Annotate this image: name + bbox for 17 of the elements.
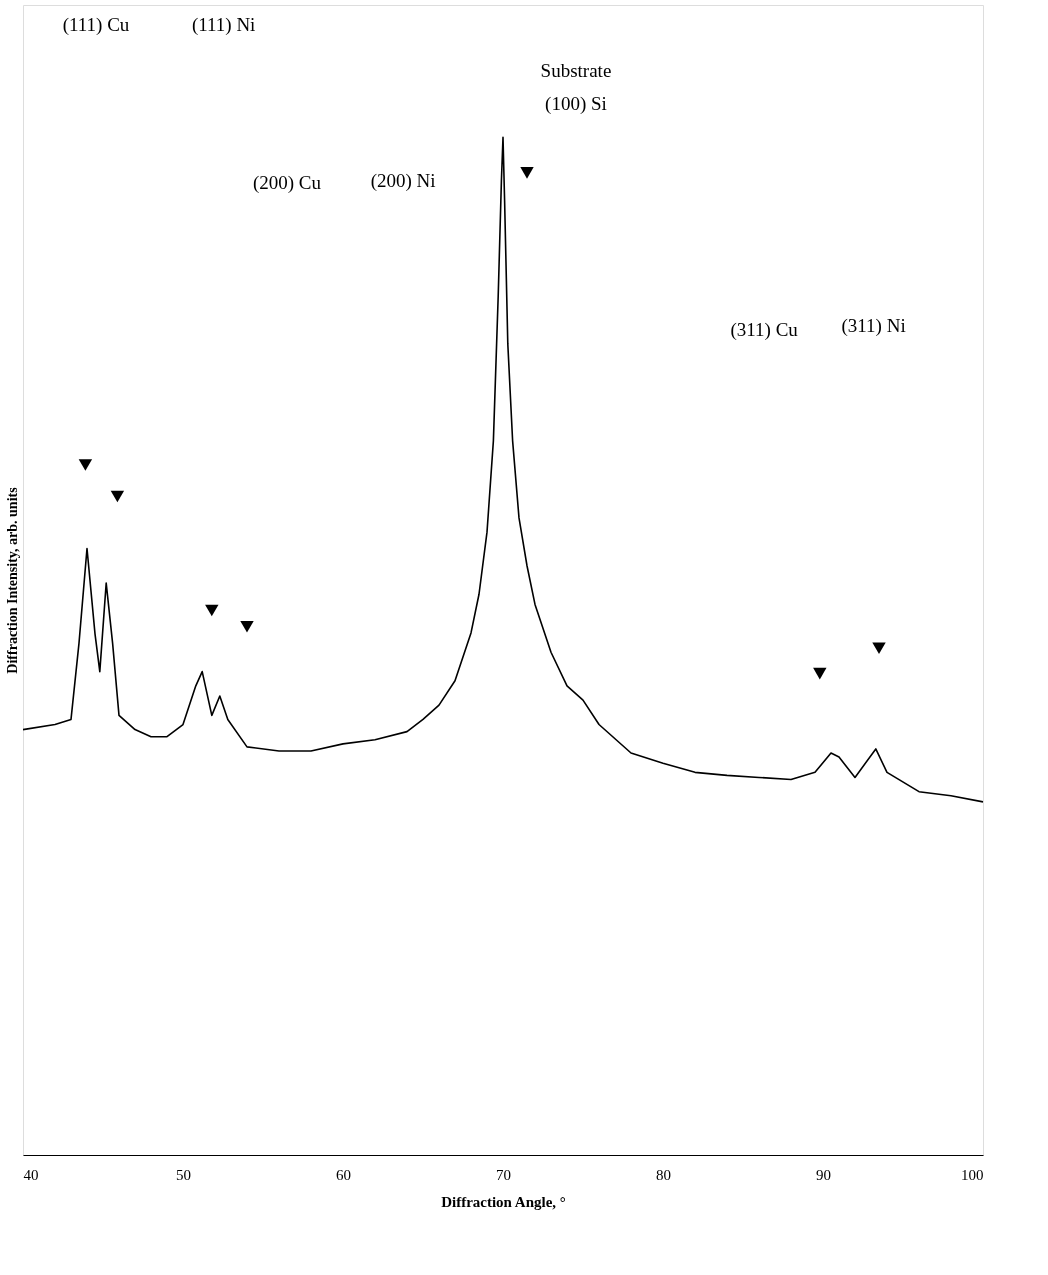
x-tick-label: 100 bbox=[961, 1166, 984, 1183]
x-tick-label: 70 bbox=[496, 1166, 511, 1183]
annotation: (311) Cu bbox=[730, 319, 799, 342]
annotation: (311) Ni bbox=[841, 314, 906, 337]
x-tick-label: 40 bbox=[23, 1166, 39, 1183]
annotation: (200) Cu bbox=[252, 172, 322, 195]
text: (111) Ni bbox=[191, 13, 256, 36]
x-tick-label: 50 bbox=[176, 1166, 191, 1183]
x-tick-label: 80 bbox=[656, 1166, 671, 1183]
text: (100) Si bbox=[545, 92, 607, 115]
annotation: (200) Ni bbox=[370, 169, 436, 192]
x-axis-title: Diffraction Angle, ° bbox=[441, 1193, 566, 1210]
x-tick-label: 60 bbox=[336, 1166, 351, 1183]
y-axis-title: Diffraction Intensity, arb. units bbox=[4, 486, 20, 674]
x-tick-label: 90 bbox=[816, 1166, 831, 1183]
text: (111) Cu bbox=[62, 13, 130, 36]
text: Substrate bbox=[540, 59, 612, 81]
